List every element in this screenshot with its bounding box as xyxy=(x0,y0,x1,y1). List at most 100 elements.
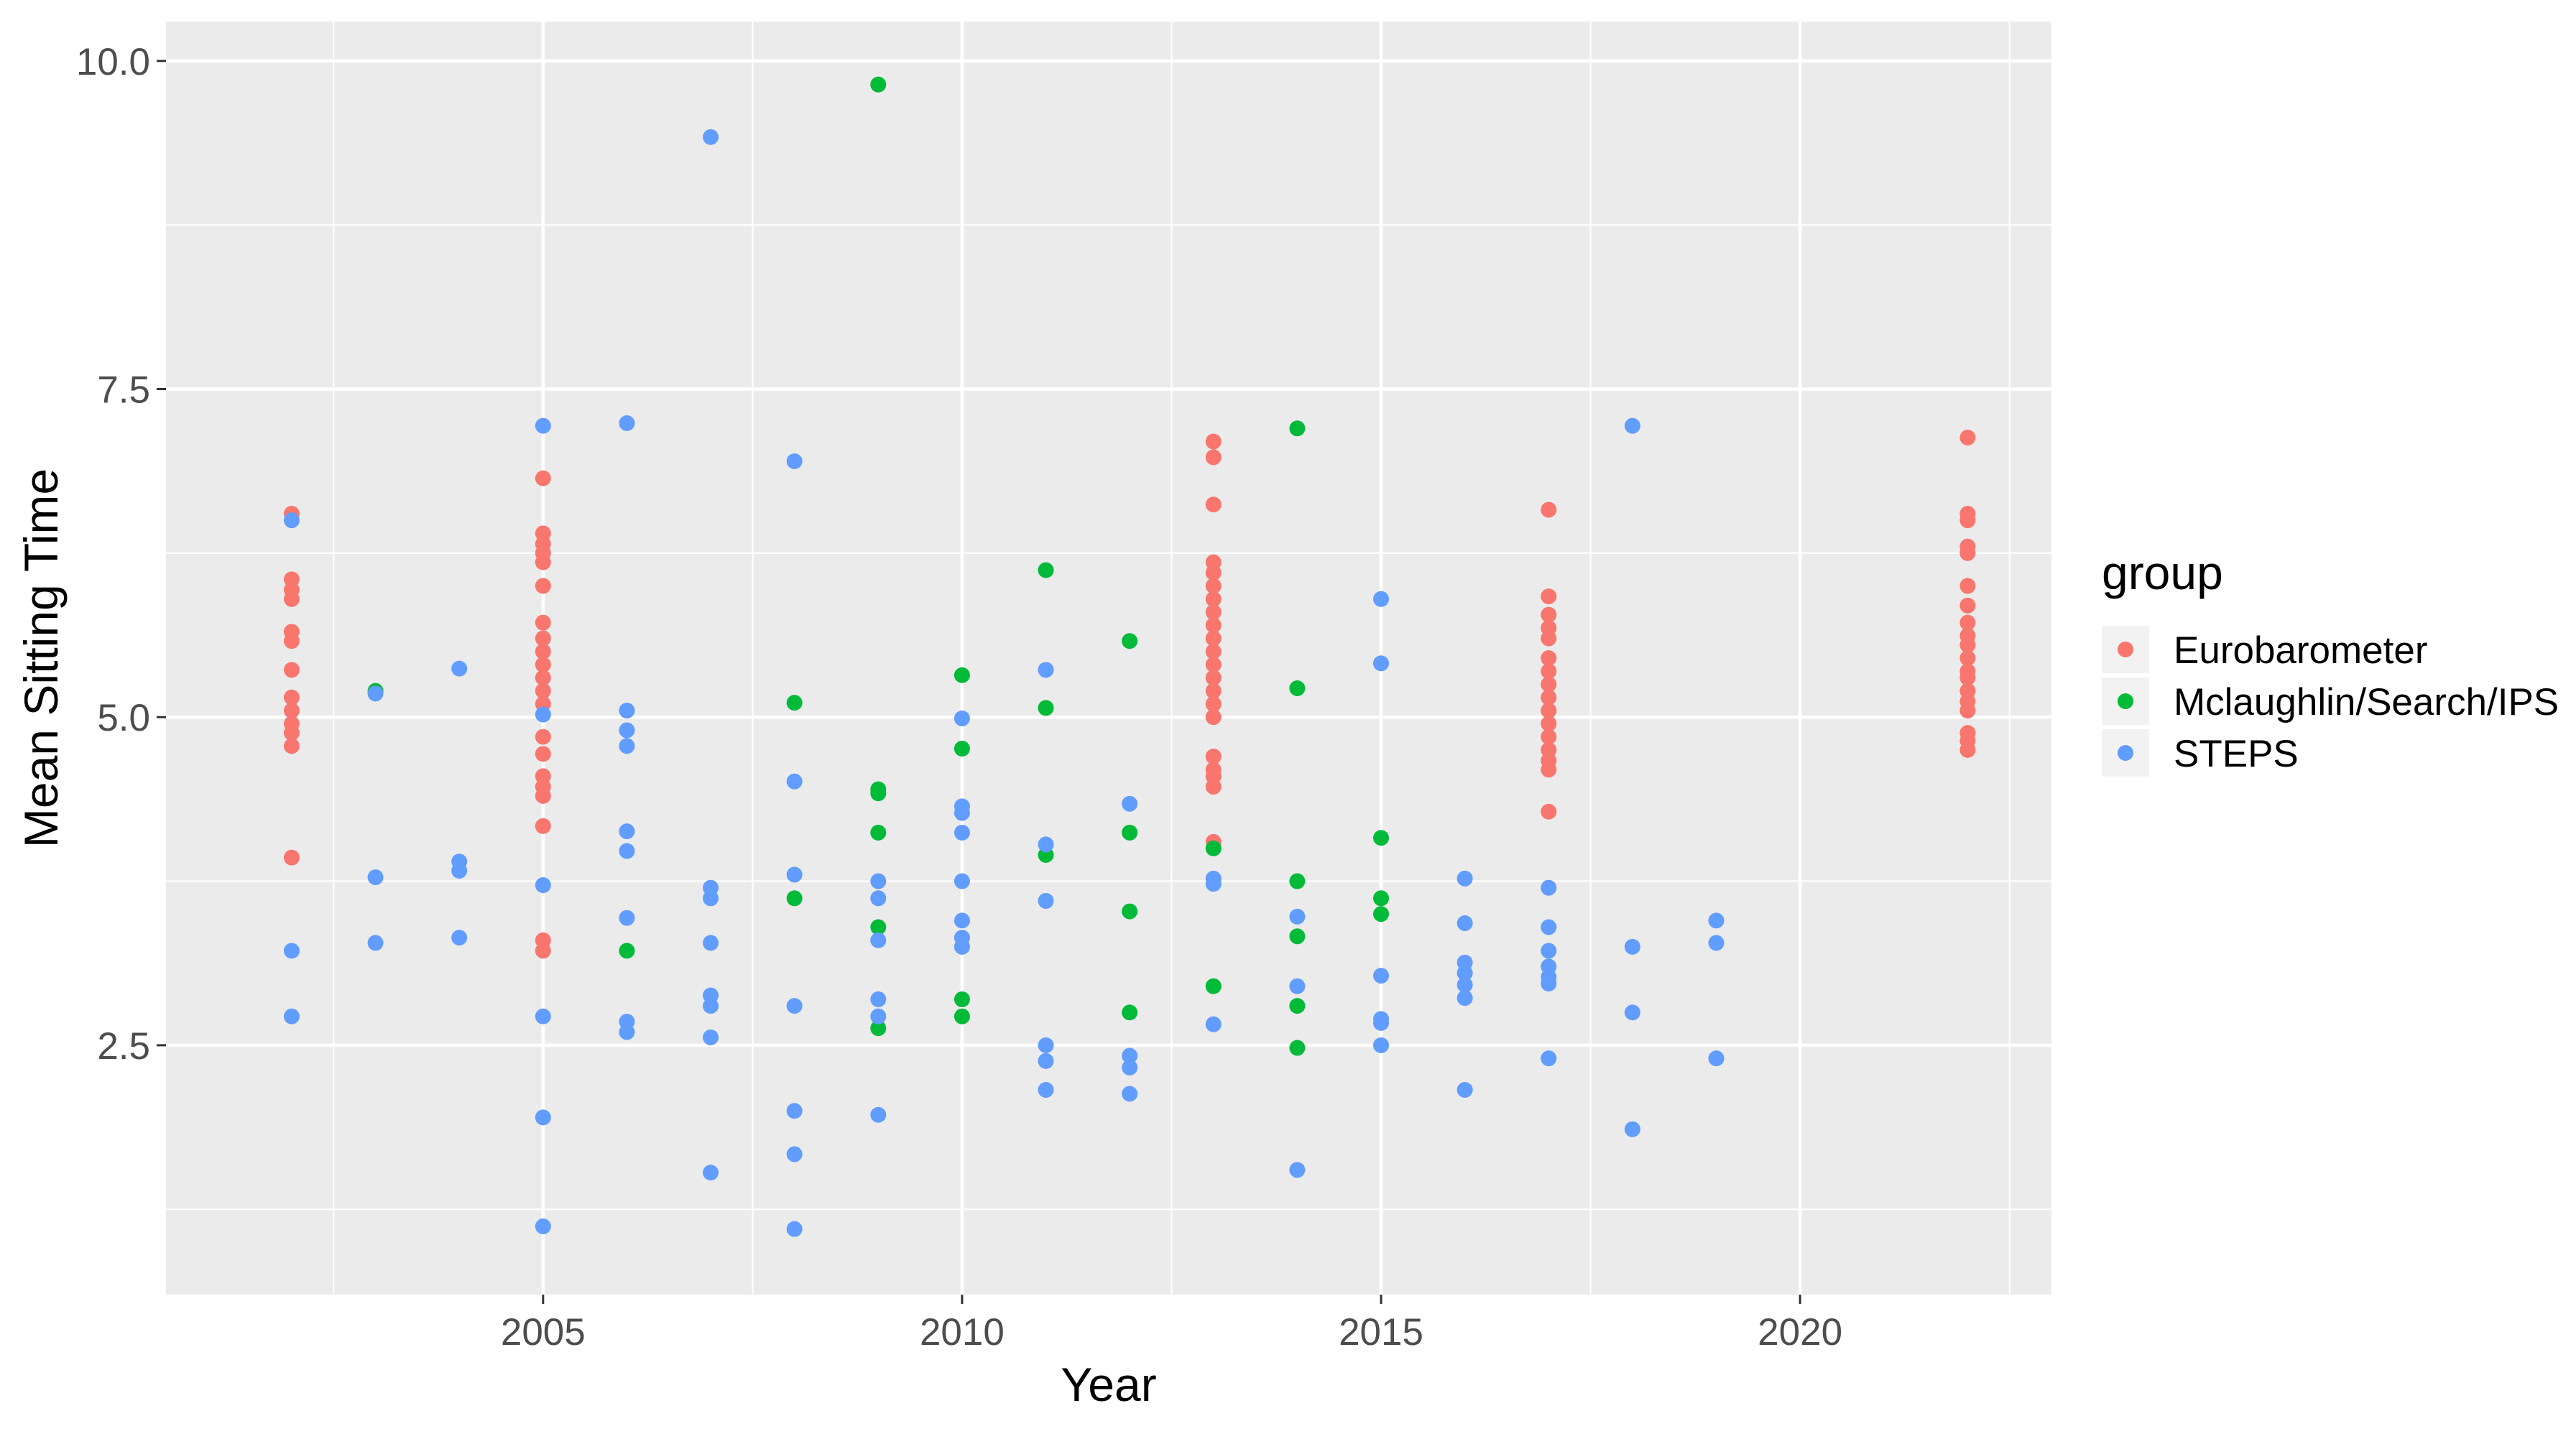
data-point xyxy=(870,1106,887,1123)
data-point xyxy=(786,773,803,790)
data-point xyxy=(535,614,551,631)
data-point xyxy=(786,1221,803,1237)
data-point xyxy=(954,991,970,1007)
data-point xyxy=(786,890,803,907)
data-point xyxy=(1541,689,1557,706)
data-point xyxy=(1541,976,1557,992)
data-point xyxy=(1456,976,1473,993)
data-point xyxy=(1624,938,1640,955)
data-point xyxy=(954,1008,970,1024)
data-point xyxy=(1122,1059,1138,1076)
data-point xyxy=(451,930,468,946)
data-point xyxy=(535,417,551,434)
data-point xyxy=(1205,695,1222,712)
data-point xyxy=(1122,795,1138,812)
data-point xyxy=(1038,700,1054,716)
data-point xyxy=(786,998,803,1014)
data-point xyxy=(1456,965,1473,981)
data-point xyxy=(283,738,300,754)
data-point xyxy=(1205,449,1222,466)
data-point xyxy=(1373,968,1390,984)
data-point xyxy=(1205,670,1222,686)
data-point xyxy=(1456,915,1473,932)
data-point xyxy=(703,890,719,907)
data-point xyxy=(1541,919,1557,935)
data-point xyxy=(1456,1082,1473,1098)
data-point xyxy=(1959,597,1976,614)
data-point xyxy=(1541,1050,1557,1067)
data-point xyxy=(703,1165,719,1181)
x-tick-label: 2010 xyxy=(920,1311,1005,1354)
series-group xyxy=(283,129,1725,1237)
data-point xyxy=(1541,606,1557,623)
data-point xyxy=(1959,650,1976,666)
data-point xyxy=(1541,588,1557,605)
data-point xyxy=(283,1008,300,1024)
data-point xyxy=(954,938,970,955)
data-point xyxy=(1373,830,1390,846)
data-point xyxy=(535,877,551,894)
data-point xyxy=(535,1109,551,1126)
data-point xyxy=(1959,637,1976,653)
data-point xyxy=(870,873,887,889)
data-point xyxy=(1038,662,1054,678)
data-point xyxy=(1373,655,1390,672)
data-point xyxy=(1541,501,1557,518)
data-point xyxy=(1373,890,1390,907)
data-point xyxy=(1624,417,1640,434)
data-point xyxy=(1122,1004,1138,1021)
data-point xyxy=(1373,1037,1390,1053)
y-tick-label: 2.5 xyxy=(97,1025,150,1068)
data-point xyxy=(535,657,551,673)
data-point xyxy=(1624,1004,1640,1021)
data-point xyxy=(1122,633,1138,649)
data-point xyxy=(1205,978,1222,994)
data-point xyxy=(1122,824,1138,841)
data-point xyxy=(1205,876,1222,892)
data-point xyxy=(1959,512,1976,529)
data-point xyxy=(1959,578,1976,594)
data-point xyxy=(1708,1050,1725,1067)
data-point xyxy=(786,453,803,469)
data-point xyxy=(619,910,635,926)
data-point xyxy=(619,703,635,719)
data-point xyxy=(954,805,970,821)
data-point xyxy=(367,935,384,951)
data-point xyxy=(535,643,551,660)
data-point xyxy=(1959,545,1976,561)
data-point xyxy=(619,415,635,432)
data-point xyxy=(1205,683,1222,699)
data-point xyxy=(1373,591,1390,607)
data-point xyxy=(535,706,551,723)
data-point xyxy=(619,1024,635,1040)
data-point xyxy=(283,689,300,706)
data-point xyxy=(870,76,887,93)
x-tick-label: 2015 xyxy=(1339,1311,1423,1354)
data-point xyxy=(703,129,719,145)
data-point xyxy=(1541,676,1557,693)
data-point xyxy=(1205,749,1222,765)
data-point xyxy=(1289,420,1306,437)
data-point xyxy=(619,738,635,754)
data-point xyxy=(535,1008,551,1024)
data-point xyxy=(535,670,551,686)
data-point xyxy=(1541,728,1557,745)
data-point xyxy=(1205,779,1222,795)
data-point xyxy=(1205,578,1222,594)
data-point xyxy=(703,998,719,1014)
data-point xyxy=(1205,1016,1222,1032)
data-point xyxy=(1205,709,1222,726)
data-point xyxy=(367,869,384,886)
data-point xyxy=(1205,433,1222,450)
data-point xyxy=(1205,496,1222,513)
data-point xyxy=(619,722,635,739)
series-group xyxy=(367,76,1390,1056)
data-point xyxy=(1541,879,1557,896)
data-point xyxy=(283,703,300,719)
x-tick-label: 2020 xyxy=(1758,1311,1842,1354)
data-point xyxy=(703,935,719,951)
data-point xyxy=(870,919,887,935)
data-point xyxy=(1541,716,1557,732)
data-points xyxy=(283,76,1976,1237)
